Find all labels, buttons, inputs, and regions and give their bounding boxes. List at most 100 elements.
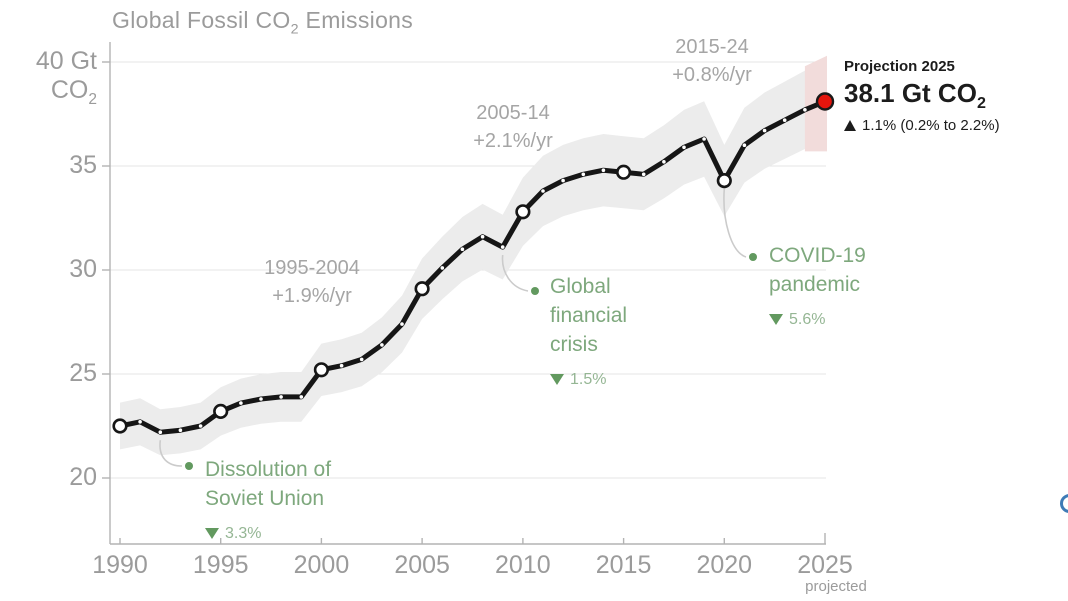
event-line: COVID-19	[769, 244, 866, 267]
chart-title-subscript: 2	[290, 21, 299, 38]
event-line: crisis	[550, 333, 598, 356]
year-dot	[561, 178, 565, 183]
leader-line	[723, 188, 747, 258]
y-axis-unit-label: 40 Gt CO2	[27, 47, 97, 114]
x-tick-label: 2015	[595, 551, 652, 579]
x-tick-label: 1990	[92, 551, 148, 579]
down-triangle-icon	[550, 374, 564, 385]
emissions-line	[117, 99, 828, 435]
period-rate: +1.9%/yr	[272, 285, 352, 307]
period-rate: +2.1%/yr	[473, 130, 553, 152]
event-annotation-soviet-union: Dissolution of Soviet Union 3.3%	[205, 455, 331, 548]
year-dot	[762, 128, 767, 133]
event-annotation-financial-crisis: Global financial crisis 1.5%	[550, 272, 627, 394]
year-dot	[541, 189, 545, 193]
event-line: pandemic	[769, 273, 861, 296]
leader-line	[159, 440, 183, 467]
milestone-marker	[414, 281, 430, 297]
period-range: 2005-14	[476, 102, 550, 124]
y-axis-unit-line1: 40 Gt	[35, 47, 97, 75]
year-dot	[440, 266, 445, 270]
milestone-marker	[313, 362, 330, 378]
growth-period-annotation-2015-24: 2015-24 +0.8%/yr	[622, 33, 802, 89]
projection-label: Projection 2025	[844, 58, 955, 75]
milestone-marker	[213, 403, 229, 420]
x-tick-label: 2025	[797, 551, 853, 579]
y-tick-label: 20	[69, 463, 97, 491]
projection-change-text: 1.1% (0.2% to 2.2%)	[862, 117, 1000, 135]
y-tick-label: 30	[69, 255, 97, 283]
year-dot	[641, 172, 646, 177]
year-dot	[259, 397, 263, 401]
chart-title: Global Fossil CO2 Emissions	[112, 7, 413, 38]
year-dot	[662, 160, 666, 164]
projection-value-text: 38.1 Gt CO	[844, 78, 977, 108]
up-triangle-icon	[844, 120, 856, 132]
milestone-marker	[515, 204, 531, 220]
year-dot	[702, 137, 706, 141]
down-triangle-icon	[205, 528, 219, 539]
down-triangle-icon	[769, 314, 783, 325]
growth-period-annotation-1995-2004: 1995-2004 +1.9%/yr	[222, 254, 402, 310]
period-rate: +0.8%/yr	[672, 64, 752, 86]
year-dot	[339, 363, 344, 368]
period-range: 2015-24	[675, 36, 749, 58]
year-dot	[178, 428, 183, 433]
projection-callout: Projection 2025 38.1 Gt CO2 1.1% (0.2% t…	[844, 58, 1000, 134]
chart-title-text: Global Fossil CO	[112, 7, 291, 33]
y-axis-unit-co: CO	[50, 76, 89, 104]
event-line: Global	[550, 275, 611, 298]
x-tick-label: 2005	[394, 551, 450, 579]
year-dot	[299, 395, 304, 399]
event-annotation-covid-pandemic: COVID-19 pandemic 5.6%	[769, 241, 866, 334]
year-dot	[239, 401, 243, 405]
annotation-dot	[749, 253, 757, 261]
year-dot	[742, 143, 747, 147]
period-range: 1995-2004	[264, 257, 360, 279]
leader-line	[501, 255, 529, 292]
event-drop-value: 5.6%	[789, 311, 826, 328]
event-drop: 3.3%	[205, 519, 331, 548]
year-dot	[400, 322, 404, 326]
y-axis-unit-line2: CO2	[27, 76, 97, 114]
event-drop: 5.6%	[769, 305, 866, 334]
year-dot	[782, 118, 787, 122]
projection-change: 1.1% (0.2% to 2.2%)	[844, 117, 1000, 134]
year-dot	[581, 172, 586, 177]
year-dot	[158, 430, 163, 435]
year-dot	[682, 145, 686, 150]
projection-value-subscript: 2	[976, 94, 986, 113]
uncertainty-band	[120, 61, 825, 456]
x-tick-label: 2020	[696, 551, 753, 579]
event-drop-value: 3.3%	[225, 525, 262, 542]
growth-period-annotation-2005-14: 2005-14 +2.1%/yr	[423, 99, 603, 155]
year-dot	[380, 343, 384, 347]
projection-value: 38.1 Gt CO2	[844, 78, 1000, 113]
year-dot	[601, 168, 606, 172]
event-line: Soviet Union	[205, 487, 325, 510]
annotation-dot	[531, 287, 539, 295]
y-axis-unit-subscript: 2	[88, 91, 97, 108]
event-drop-value: 1.5%	[570, 371, 607, 388]
chart-title-text-end: Emissions	[298, 7, 414, 33]
year-dot	[460, 247, 465, 251]
year-dot	[279, 395, 283, 399]
milestone-marker	[112, 418, 128, 434]
x-axis-projected-note: projected	[805, 578, 867, 595]
year-dot	[359, 357, 364, 362]
milestone-marker	[615, 164, 632, 180]
year-dot	[500, 245, 505, 249]
x-tick-label: 1995	[192, 551, 249, 579]
x-tick-label: 2000	[293, 551, 350, 579]
event-line: Dissolution of	[205, 458, 332, 481]
projection-point	[815, 92, 835, 111]
y-tick-label: 25	[69, 359, 97, 387]
year-dot	[803, 108, 807, 112]
cropped-logo-mark	[1060, 494, 1068, 513]
year-dot	[198, 424, 203, 428]
annotation-dot	[185, 462, 193, 470]
milestone-marker	[716, 173, 732, 189]
year-dot	[138, 420, 142, 424]
